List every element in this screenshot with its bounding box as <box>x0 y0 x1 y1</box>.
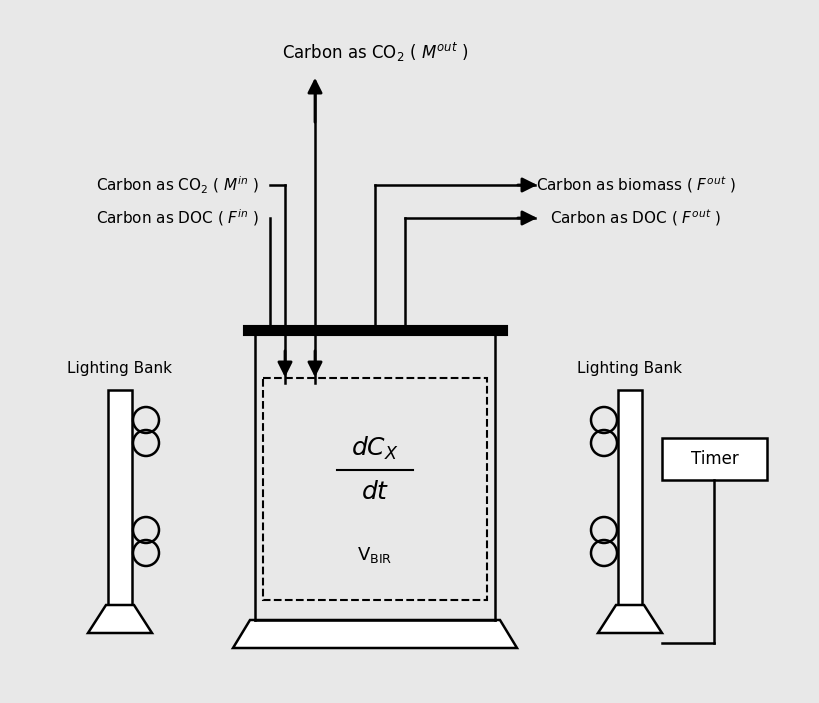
Polygon shape <box>233 620 516 648</box>
Text: Lighting Bank: Lighting Bank <box>67 361 172 375</box>
Text: Timer: Timer <box>690 450 737 468</box>
Text: V$_{\mathrm{BIR}}$: V$_{\mathrm{BIR}}$ <box>357 545 392 565</box>
Polygon shape <box>88 605 152 633</box>
Text: Carbon as DOC ( $F^{out}$ ): Carbon as DOC ( $F^{out}$ ) <box>550 207 721 228</box>
Polygon shape <box>597 605 661 633</box>
Bar <box>618 390 641 605</box>
Text: Carbon as DOC ( $F^{in}$ ): Carbon as DOC ( $F^{in}$ ) <box>96 207 260 228</box>
Text: Carbon as CO$_2$ ( $M^{in}$ ): Carbon as CO$_2$ ( $M^{in}$ ) <box>96 174 260 195</box>
Text: $dC_X$: $dC_X$ <box>351 434 398 462</box>
Bar <box>661 438 766 480</box>
Text: Carbon as CO$_2$ ( $M^{out}$ ): Carbon as CO$_2$ ( $M^{out}$ ) <box>282 41 468 63</box>
Text: Lighting Bank: Lighting Bank <box>577 361 681 375</box>
Bar <box>108 390 132 605</box>
Text: $dt$: $dt$ <box>360 480 389 504</box>
Text: Carbon as biomass ( $F^{out}$ ): Carbon as biomass ( $F^{out}$ ) <box>536 174 735 195</box>
